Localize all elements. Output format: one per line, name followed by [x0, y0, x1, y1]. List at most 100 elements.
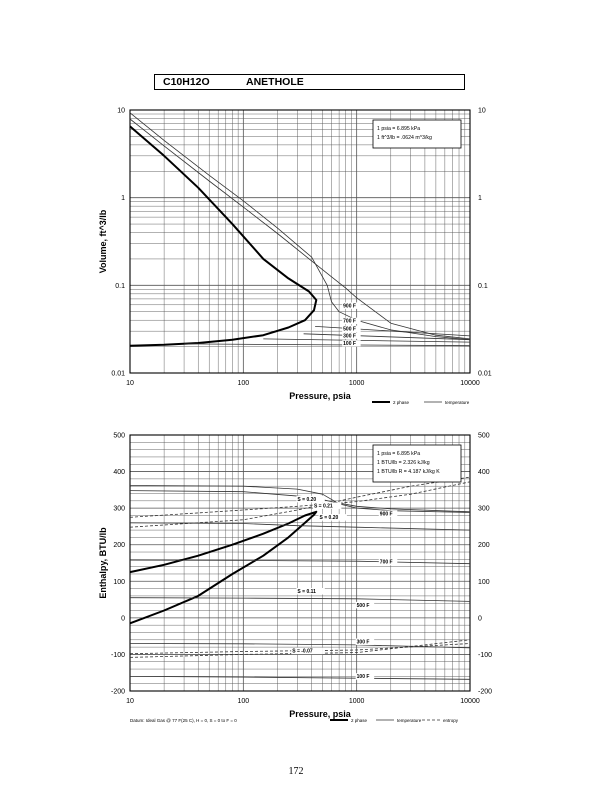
curve-annotation: S = 0.20 — [297, 497, 316, 503]
y-tick-label-left: 0.1 — [115, 283, 125, 290]
curve-annotation: 900 F — [343, 303, 356, 309]
curve-annotation: 700 F — [380, 560, 393, 566]
y-tick-label-left: 0 — [121, 615, 125, 622]
annotation-background — [355, 601, 375, 609]
y-tick-label-right: 100 — [478, 579, 490, 586]
conversion-note-line: 1 psia = 6.895 kPa — [377, 451, 420, 457]
conversion-note-line: 1 BTU/lb R = 4.187 kJ/kg K — [377, 469, 440, 475]
annotation-background — [312, 502, 342, 509]
series-temperature-line — [129, 643, 471, 649]
x-tick-label: 100 — [237, 698, 249, 705]
annotation-background — [378, 510, 398, 517]
conversion-note-box — [372, 119, 462, 149]
series-two_phase-line — [129, 510, 318, 625]
y-axis-label: Enthalpy, BTU/lb — [98, 527, 108, 599]
x-tick-label: 10 — [126, 698, 134, 705]
x-tick-label: 10000 — [460, 380, 480, 387]
series-temperature-line — [129, 118, 471, 340]
series-temperature-line — [129, 485, 471, 513]
annotation-background — [378, 558, 398, 566]
annotation-background — [342, 332, 361, 339]
chart-1: 10 100 1000 10000 10 10 1 1 0.1 0.1 0.01 0.01 Pressu… — [98, 108, 492, 406]
curve-annotation: 500 F — [343, 327, 356, 333]
curve-annotation: 300 F — [343, 333, 356, 339]
curve-annotation: 300 F — [357, 639, 370, 645]
conversion-note-line: 1 BTU/lb = 2.326 kJ/kg — [377, 460, 430, 466]
y-tick-label-right: -100 — [478, 652, 492, 659]
datum-footnote: Datum: Ideal Gas @ 77 F(25 C), H = 0, S … — [130, 718, 237, 723]
x-axis-label: Pressure, psia — [289, 391, 352, 401]
y-tick-label-right: 10 — [478, 108, 486, 115]
legend-label: temperature — [397, 718, 422, 723]
curve-annotation: 700 F — [343, 319, 356, 325]
page-number: 172 — [288, 766, 304, 777]
curve-annotation: S = -0.07 — [292, 649, 313, 655]
curve-annotation: S = 0.21 — [314, 503, 333, 509]
curve-annotation: 900 F — [380, 511, 393, 517]
y-tick-label-right: 400 — [478, 469, 490, 476]
series-temperature-line — [129, 490, 471, 513]
annotation-background — [355, 638, 375, 645]
y-tick-label-right: 0.1 — [478, 283, 488, 290]
y-tick-label-left: 400 — [113, 469, 125, 476]
y-tick-label-right: 300 — [478, 506, 490, 513]
legend-label: temperature — [445, 400, 470, 405]
annotation-background — [296, 587, 325, 595]
y-tick-label-left: 300 — [113, 506, 125, 513]
annotation-background — [342, 325, 361, 333]
series-temperature-line — [129, 676, 471, 680]
compound-formula: C10H12O — [163, 76, 210, 88]
legend-label: 2 phase — [393, 400, 410, 405]
y-tick-label-right: -200 — [478, 689, 492, 696]
plot-frame — [129, 109, 471, 374]
chart-title-box: C10H12O ANETHOLE — [154, 74, 465, 90]
annotation-background — [342, 317, 361, 325]
y-tick-label-right: 0 — [478, 615, 482, 622]
series-temperature-line — [263, 338, 471, 343]
curve-annotation: 100 F — [343, 341, 356, 347]
conversion-note-line: 1 psia = 6.895 kPa — [377, 126, 420, 132]
conversion-note-box — [372, 444, 462, 483]
annotation-background — [355, 673, 375, 680]
annotation-background — [342, 302, 361, 309]
series-temperature-line — [315, 326, 471, 337]
series-temperature-line — [184, 343, 471, 347]
plot-frame — [129, 434, 471, 692]
curve-annotation: 100 F — [357, 674, 370, 680]
y-tick-label-right: 0.01 — [478, 371, 492, 378]
legend-label: entropy — [443, 718, 459, 723]
y-tick-label-left: -100 — [111, 652, 125, 659]
x-tick-label: 100 — [237, 380, 249, 387]
x-tick-label: 1000 — [349, 380, 365, 387]
series-temperature-line — [129, 112, 471, 341]
grid — [129, 110, 470, 374]
y-tick-label-left: 1 — [121, 195, 125, 202]
annotation-background — [296, 495, 325, 503]
series-temperature-line — [129, 597, 471, 602]
y-axis-label: Volume, ft^3/lb — [98, 209, 108, 273]
y-tick-label-right: 200 — [478, 542, 490, 549]
curve-annotation: S = 0.11 — [297, 589, 316, 595]
annotation-background — [291, 647, 323, 655]
annotation-background — [342, 340, 361, 347]
series-two_phase-line — [129, 125, 318, 347]
y-tick-label-left: 10 — [117, 108, 125, 115]
x-axis-label: Pressure, psia — [289, 709, 352, 719]
x-tick-label: 10 — [126, 380, 134, 387]
y-tick-label-right: 500 — [478, 433, 490, 440]
y-tick-label-left: 100 — [113, 579, 125, 586]
x-tick-label: 10000 — [460, 698, 480, 705]
legend-label: 2 phase — [351, 718, 368, 723]
y-tick-label-left: 0.01 — [111, 371, 125, 378]
y-tick-label-left: 500 — [113, 433, 125, 440]
x-tick-label: 1000 — [349, 698, 365, 705]
y-tick-label-right: 1 — [478, 195, 482, 202]
conversion-note-line: 1 ft^3/lb = .0624 m^3/kg — [377, 135, 432, 141]
curve-annotation: S = 0.20 — [320, 515, 339, 521]
compound-name: ANETHOLE — [246, 76, 304, 88]
y-tick-label-left: -200 — [111, 689, 125, 696]
series-temperature-line — [303, 333, 471, 341]
series-temperature-line — [129, 559, 471, 565]
annotation-background — [318, 514, 347, 521]
